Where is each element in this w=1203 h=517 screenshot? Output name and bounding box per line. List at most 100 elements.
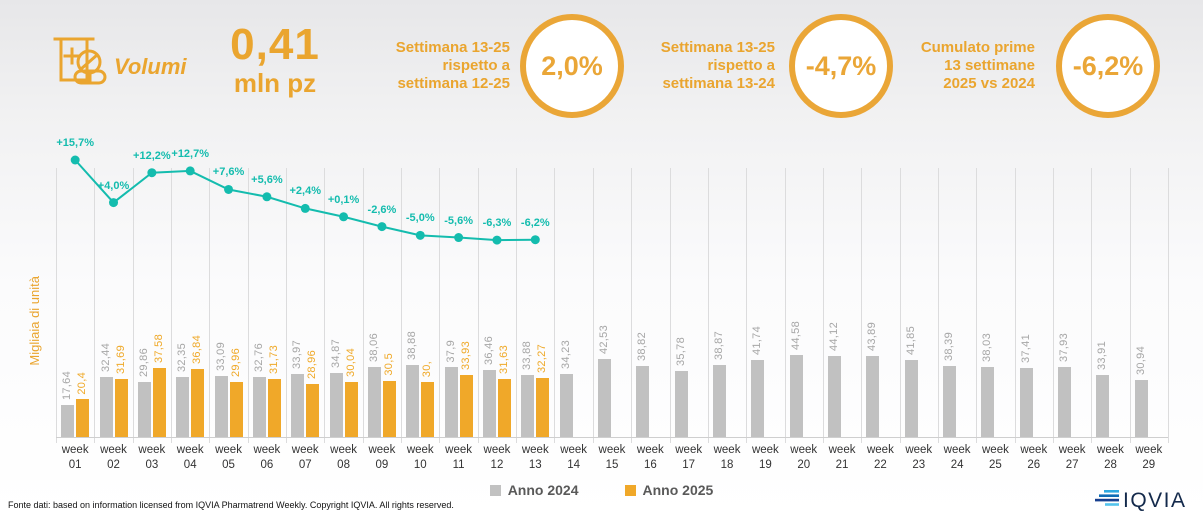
kpi-label-week13-25-vs-12-25: Settimana 13-25 rispetto a settimana 12-… [395,39,510,92]
x-tick-week-13: week 13 [521,444,549,471]
bar-anno2024-week-05 [214,376,228,437]
y-axis-label: Migliaia di unità [27,276,42,366]
bar-value-anno2024-week-04: 32,35 [176,343,189,373]
x-tick-week-04: week 04 [176,444,204,471]
x-tick-week-23: week 23 [905,444,933,471]
bar-anno2024-week-08 [329,372,343,437]
x-tick-week-02: week 02 [100,444,127,471]
x-tick-week-09: week 09 [368,444,396,471]
bar-value-anno2024-week-28: 33,91 [1096,340,1109,370]
bar-anno2024-week-20 [789,354,803,437]
line-label-week-08: +0,1% [327,193,360,206]
kpi-circle-week13-25-vs-13-24: -4,7% [789,14,893,118]
bar-value-anno2024-week-03: 29,86 [137,348,150,378]
gridline [94,168,96,443]
bar-anno2024-week-22 [866,356,880,437]
bar-anno2024-week-02 [99,377,113,437]
bar-anno2024-week-03 [137,382,151,437]
bar-anno2025-week-12 [497,378,511,437]
x-axis-line [56,437,1168,438]
bar-anno2024-week-10 [406,365,420,437]
gridline [1052,168,1054,443]
gridline [1129,168,1131,443]
bar-anno2024-week-11 [444,367,458,437]
bar-value-anno2024-week-21: 44,12 [828,321,841,351]
bar-anno2025-week-05 [229,381,243,437]
gridline [56,168,57,443]
legend-item-anno-2025: Anno 2025 [624,482,713,498]
bar-anno2025-week-06 [267,378,281,437]
bar-value-anno2024-week-17: 35,78 [674,337,687,367]
gridline [286,168,288,443]
line-label-week-04: +12,7% [171,147,210,160]
gridline [822,168,824,443]
gridline [976,168,978,443]
bar-value-anno2024-week-12: 36,46 [482,335,495,365]
source-note: Fonte dati: based on information license… [8,500,454,510]
bar-anno2024-week-14 [559,374,573,437]
x-tick-week-01: week 01 [61,444,89,471]
kpi-value: 2,0% [541,50,603,81]
line-label-week-05: +7,6% [212,166,245,179]
bar-anno2024-week-12 [482,369,496,437]
bar-value-anno2024-week-15: 42,53 [598,324,610,354]
line-point-week-02 [109,198,119,208]
x-tick-week-26: week 26 [1020,444,1048,471]
x-tick-week-18: week 18 [713,444,741,471]
bar-anno2024-week-07 [291,374,305,437]
gridline [554,168,556,443]
line-label-week-13: -6,2% [520,216,550,229]
line-label-week-07: +2,4% [289,185,321,198]
bar-value-anno2024-week-10: 38,88 [406,331,419,361]
bar-value-anno2025-week-05: 29,96 [229,347,242,377]
gridline [899,168,901,443]
x-tick-week-29: week 29 [1135,444,1163,471]
kpi-label-week13-25-vs-13-24: Settimana 13-25 rispetto a settimana 13-… [660,39,775,92]
bar-anno2025-week-10 [421,381,435,437]
iqvia-logo: IQVIA [1095,489,1185,512]
line-point-week-03 [147,168,157,178]
bar-value-anno2024-week-26: 37,41 [1019,334,1032,364]
bar-anno2024-week-26 [1019,368,1033,437]
bar-anno2024-week-18 [713,365,727,437]
bar-value-anno2024-week-13: 33,88 [521,340,534,370]
bar-value-anno2024-week-27: 37,93 [1058,333,1071,363]
bar-value-anno2024-week-23: 41,85 [904,325,917,355]
bar-anno2025-week-09 [382,380,396,437]
x-tick-week-10: week 10 [406,444,434,471]
headline-value: 0,41 mln pz [205,21,345,97]
bar-value-anno2025-week-13: 32,27 [536,343,549,373]
legend-swatch-2024 [489,484,501,496]
legend-label-2024: Anno 2024 [507,482,579,498]
bar-anno2024-week-25 [981,367,995,437]
line-point-week-05 [224,184,234,194]
bar-value-anno2025-week-06: 31,73 [267,344,280,374]
gridline [784,168,786,443]
kpi-value: -4,7% [805,50,877,81]
bar-anno2024-week-28 [1096,374,1110,437]
x-tick-week-11: week 11 [445,444,473,471]
bar-value-anno2024-week-25: 38,03 [981,333,994,363]
x-tick-week-24: week 24 [943,444,971,471]
line-point-week-09 [377,222,387,232]
chart-legend: Anno 2024 Anno 2025 [0,482,1203,498]
x-tick-week-19: week 19 [751,444,779,471]
x-tick-week-08: week 08 [330,444,357,471]
bar-value-anno2024-week-19: 41,74 [751,326,764,356]
line-point-week-06 [262,192,272,202]
gridline [631,168,633,443]
gridline [401,168,403,443]
x-tick-week-03: week 03 [138,444,166,471]
bar-value-anno2024-week-07: 33,97 [291,340,304,370]
bar-anno2025-week-07 [306,383,320,437]
x-tick-week-28: week 28 [1097,444,1124,471]
bar-value-anno2025-week-08: 30,04 [344,347,357,377]
bar-anno2025-week-13 [536,377,550,437]
x-tick-week-20: week 20 [790,444,818,471]
gridline [324,168,326,443]
bar-anno2025-week-01 [76,399,90,437]
line-label-week-12: -6,3% [482,217,512,230]
x-tick-week-27: week 27 [1058,444,1086,471]
gridline [937,168,939,443]
